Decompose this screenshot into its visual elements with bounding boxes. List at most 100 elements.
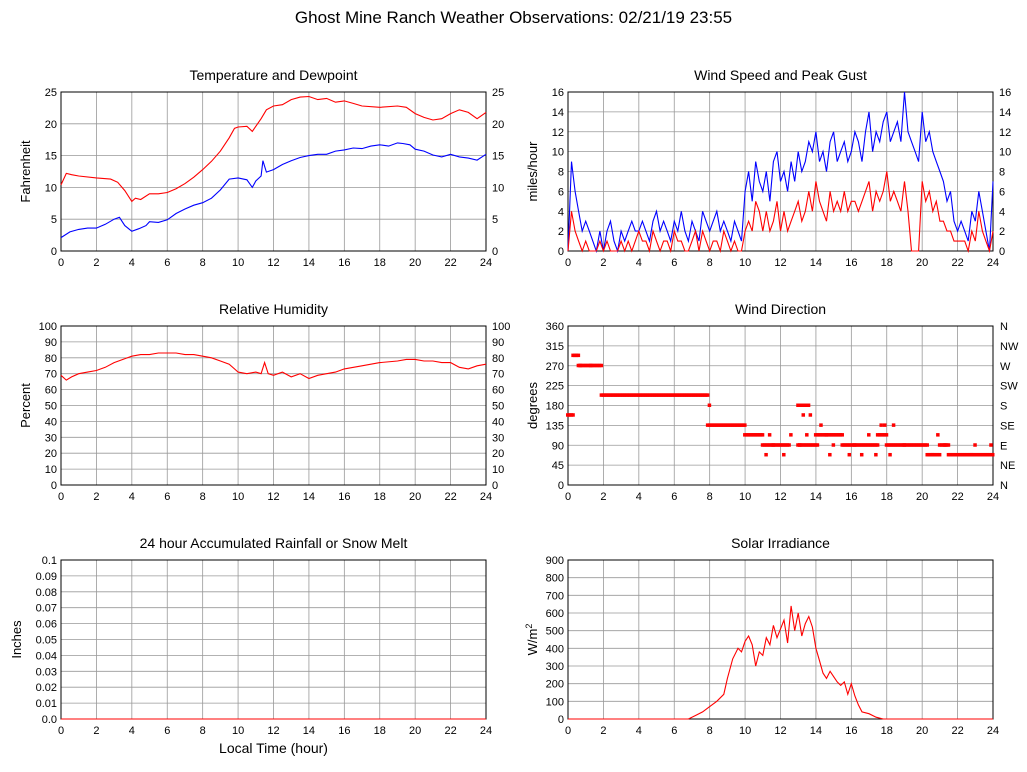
y-tick-label: 80 — [45, 353, 57, 365]
x-tick-label: 22 — [951, 257, 963, 269]
direction-point — [730, 423, 735, 427]
direction-point — [904, 443, 908, 447]
compass-label: N — [1000, 321, 1008, 333]
direction-point — [884, 433, 889, 437]
y-tick-label: 100 — [39, 321, 57, 333]
direction-point — [587, 363, 591, 368]
direction-point — [939, 443, 944, 447]
direction-point — [978, 452, 983, 457]
direction-point — [576, 363, 581, 368]
y-tick-label: 0.09 — [36, 571, 57, 583]
direction-point — [746, 433, 751, 437]
direction-point — [930, 452, 935, 457]
direction-point — [805, 433, 809, 437]
direction-point — [583, 363, 588, 368]
direction-point — [573, 353, 577, 358]
direction-point — [571, 413, 575, 417]
direction-point — [936, 433, 940, 437]
compass-label: SW — [1000, 381, 1018, 393]
y-tick-label: 50 — [45, 401, 57, 413]
x-tick-label: 0 — [58, 725, 64, 737]
direction-point — [711, 423, 715, 427]
x-tick-label: 22 — [951, 491, 963, 503]
direction-point — [921, 443, 926, 447]
y-tick-label: 0 — [51, 246, 57, 258]
x-tick-label: 8 — [707, 725, 713, 737]
direction-point — [569, 413, 574, 417]
direction-point — [743, 433, 747, 437]
compass-label: W — [1000, 361, 1011, 373]
direction-point — [874, 452, 878, 457]
compass-label: N — [1000, 480, 1008, 492]
direction-point — [819, 433, 823, 437]
direction-point — [946, 443, 951, 447]
x-tick-label: 2 — [93, 257, 99, 269]
direction-point — [909, 443, 914, 447]
direction-point — [645, 393, 650, 397]
chart-title: Solar Irradiance — [731, 535, 830, 551]
direction-point — [851, 443, 855, 447]
chart-title: Wind Direction — [735, 301, 826, 317]
direction-point — [769, 443, 774, 447]
compass-label: NE — [1000, 460, 1015, 472]
direction-point — [760, 433, 765, 437]
plot-frame — [60, 325, 487, 486]
x-tick-label: 24 — [987, 725, 999, 737]
y-tick-label: 315 — [546, 341, 564, 353]
direction-point — [610, 393, 614, 397]
right-tick-label: 80 — [492, 353, 504, 365]
direction-point — [785, 443, 790, 447]
y-tick-label: 400 — [546, 643, 564, 655]
direction-point — [967, 452, 972, 457]
direction-point — [840, 433, 844, 437]
x-tick-label: 4 — [636, 725, 642, 737]
direction-point — [985, 452, 990, 457]
direction-point — [854, 443, 859, 447]
direction-point — [941, 443, 945, 447]
direction-point — [599, 393, 604, 397]
direction-point — [955, 452, 960, 457]
direction-point — [898, 443, 903, 447]
direction-point — [590, 363, 595, 368]
direction-point — [796, 443, 800, 447]
y-tick-label: 4 — [558, 206, 564, 218]
direction-point — [753, 433, 758, 437]
direction-point — [643, 393, 648, 397]
direction-point — [760, 443, 765, 447]
y-tick-label: 500 — [546, 626, 564, 638]
y-tick-label: 0.07 — [36, 603, 57, 615]
right-tick-label: 0 — [999, 246, 1005, 258]
x-tick-label: 20 — [916, 491, 928, 503]
x-tick-label: 16 — [845, 491, 857, 503]
right-tick-label: 20 — [492, 448, 504, 460]
compass-label: SE — [1000, 420, 1015, 432]
chart-title: Wind Speed and Peak Gust — [694, 67, 867, 83]
y-tick-label: 0.04 — [36, 650, 57, 662]
x-tick-label: 2 — [600, 491, 606, 503]
y-axis-label: Fahrenheit — [18, 140, 33, 203]
direction-point — [806, 403, 811, 407]
x-tick-label: 18 — [374, 257, 386, 269]
direction-point — [937, 452, 942, 457]
direction-point — [797, 403, 802, 407]
direction-point — [780, 443, 784, 447]
direction-point — [845, 443, 850, 447]
right-tick-label: 10 — [999, 147, 1011, 159]
direction-point — [640, 393, 644, 397]
direction-point — [766, 443, 770, 447]
direction-point — [852, 443, 857, 447]
direction-point — [728, 423, 733, 427]
x-tick-label: 6 — [671, 491, 677, 503]
direction-point — [744, 433, 749, 437]
direction-point — [723, 423, 728, 427]
plot-frame — [567, 91, 994, 252]
right-tick-label: 2 — [999, 226, 1005, 238]
direction-point — [613, 393, 618, 397]
y-tick-label: 0 — [51, 480, 57, 492]
right-tick-label: 14 — [999, 107, 1011, 119]
direction-point — [900, 443, 905, 447]
direction-point — [727, 423, 731, 427]
direction-point — [989, 443, 993, 447]
